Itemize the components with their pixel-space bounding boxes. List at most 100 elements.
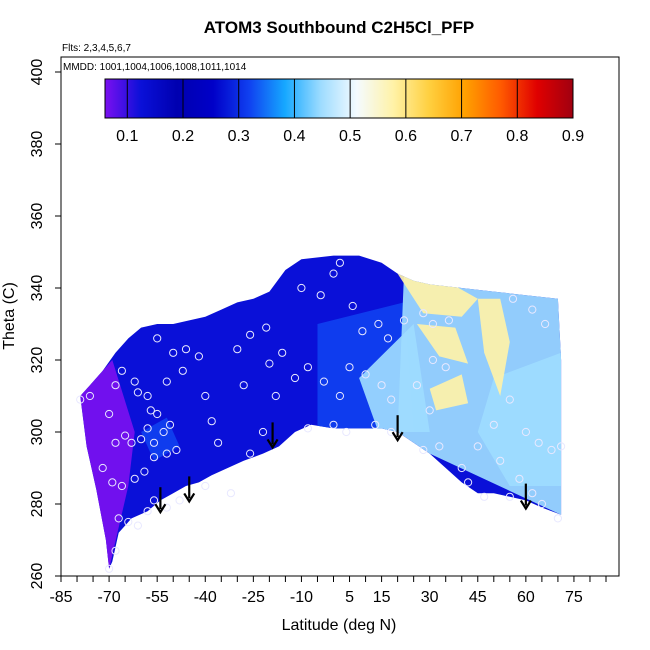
observation-marker bbox=[262, 323, 271, 332]
observation-marker bbox=[528, 489, 537, 498]
observation-marker bbox=[165, 420, 175, 429]
observation-marker bbox=[521, 427, 531, 437]
observation-marker bbox=[441, 363, 450, 372]
observation-marker bbox=[117, 366, 127, 375]
observation-marker bbox=[547, 445, 556, 455]
observation-marker bbox=[127, 438, 136, 447]
x-tick-label: -10 bbox=[290, 589, 313, 606]
observation-marker bbox=[515, 474, 524, 483]
y-tick-label: 260 bbox=[29, 563, 46, 590]
observation-marker bbox=[342, 427, 351, 437]
observation-marker bbox=[105, 409, 114, 419]
y-tick-label: 280 bbox=[29, 491, 46, 518]
field-region-north-yellow-band-2 bbox=[429, 374, 469, 411]
observation-marker bbox=[133, 521, 142, 530]
observation-marker bbox=[329, 420, 338, 429]
x-axis-label: Latitude (deg N) bbox=[282, 617, 397, 634]
field-region-north-yellow-band-1 bbox=[416, 324, 469, 364]
observation-marker bbox=[464, 478, 473, 487]
observation-marker bbox=[149, 496, 159, 505]
observation-marker bbox=[303, 424, 312, 433]
observation-marker bbox=[111, 381, 120, 390]
observation-marker bbox=[175, 496, 184, 505]
observation-marker bbox=[329, 269, 338, 278]
x-tick-label: -70 bbox=[98, 589, 121, 606]
arrow-marker bbox=[391, 415, 404, 443]
observation-marker bbox=[361, 370, 370, 379]
colorbar-gradient bbox=[104, 78, 574, 119]
observation-marker bbox=[265, 359, 274, 368]
x-tick-label: 30 bbox=[421, 589, 439, 606]
observation-marker bbox=[133, 388, 142, 397]
observation-marker bbox=[85, 391, 95, 401]
observation-marker bbox=[348, 301, 357, 311]
field-region-north-yellow-column bbox=[477, 298, 510, 396]
observation-marker bbox=[553, 514, 563, 523]
observation-marker bbox=[114, 514, 123, 523]
colorbar-tick-label: 0.3 bbox=[228, 128, 250, 145]
observation-marker bbox=[153, 334, 162, 343]
observation-marker bbox=[178, 366, 187, 375]
observation-marker bbox=[143, 424, 152, 433]
observation-marker bbox=[111, 546, 120, 555]
colorbar-tick-label: 0.5 bbox=[339, 128, 361, 145]
observation-marker bbox=[496, 456, 505, 465]
observation-marker bbox=[557, 442, 566, 451]
observation-marker bbox=[214, 438, 223, 447]
x-tick-label: -85 bbox=[49, 589, 72, 606]
y-axis: 260 280 300 320 340 360 380 400 bbox=[29, 59, 62, 590]
arrow-marker bbox=[183, 476, 196, 504]
observation-marker bbox=[201, 481, 210, 491]
observation-marker bbox=[130, 474, 139, 483]
observation-marker bbox=[159, 427, 168, 437]
observation-marker bbox=[383, 334, 393, 343]
observation-marker bbox=[226, 489, 235, 498]
observation-marker bbox=[153, 409, 162, 419]
observation-marker bbox=[258, 427, 268, 437]
observation-marker bbox=[419, 309, 428, 318]
arrow-marker bbox=[266, 422, 279, 450]
x-tick-label: 75 bbox=[565, 589, 583, 606]
observation-marker bbox=[489, 420, 498, 429]
chart-title: ATOM3 Southbound C2H5Cl_PFP bbox=[204, 18, 474, 37]
x-tick-label: 15 bbox=[373, 589, 391, 606]
observation-marker bbox=[303, 363, 312, 372]
observation-marker bbox=[505, 395, 514, 404]
colorbar-tick-label: 0.1 bbox=[116, 128, 138, 145]
y-tick-label: 340 bbox=[29, 275, 46, 302]
observation-marker bbox=[335, 391, 344, 401]
observation-marker bbox=[271, 391, 280, 401]
observation-marker bbox=[130, 377, 139, 386]
observation-marker bbox=[124, 517, 133, 527]
observation-marker bbox=[428, 319, 437, 329]
observation-marker bbox=[172, 445, 181, 455]
x-tick-label: 60 bbox=[517, 589, 535, 606]
observation-marker bbox=[246, 330, 255, 339]
observation-marker bbox=[162, 377, 171, 386]
observation-marker bbox=[316, 291, 325, 300]
observation-marker bbox=[387, 427, 396, 437]
observation-marker bbox=[508, 294, 518, 303]
observation-marker bbox=[358, 327, 367, 336]
observation-marker bbox=[457, 463, 466, 473]
y-tick-label: 400 bbox=[29, 59, 46, 86]
arrow-marker bbox=[519, 483, 532, 511]
y-axis-label: Theta (C) bbox=[1, 282, 18, 350]
observation-marker bbox=[149, 453, 159, 462]
observation-marker bbox=[425, 406, 434, 415]
observation-marker bbox=[345, 363, 354, 372]
observation-marker bbox=[105, 564, 114, 573]
dates-subtitle: MMDD: 1001,1004,1006,1008,1011,1014 bbox=[63, 62, 247, 73]
observation-marker bbox=[290, 373, 300, 383]
observation-marker bbox=[201, 391, 210, 401]
x-tick-label: 45 bbox=[469, 589, 487, 606]
observation-marker bbox=[419, 445, 428, 455]
observation-marker bbox=[149, 438, 159, 447]
observation-marker bbox=[412, 381, 421, 390]
observation-marker bbox=[143, 391, 152, 401]
observation-marker bbox=[76, 395, 85, 404]
observation-marker bbox=[278, 348, 287, 357]
colorbar-tick-label: 0.9 bbox=[562, 128, 584, 145]
observation-marker bbox=[121, 431, 130, 440]
